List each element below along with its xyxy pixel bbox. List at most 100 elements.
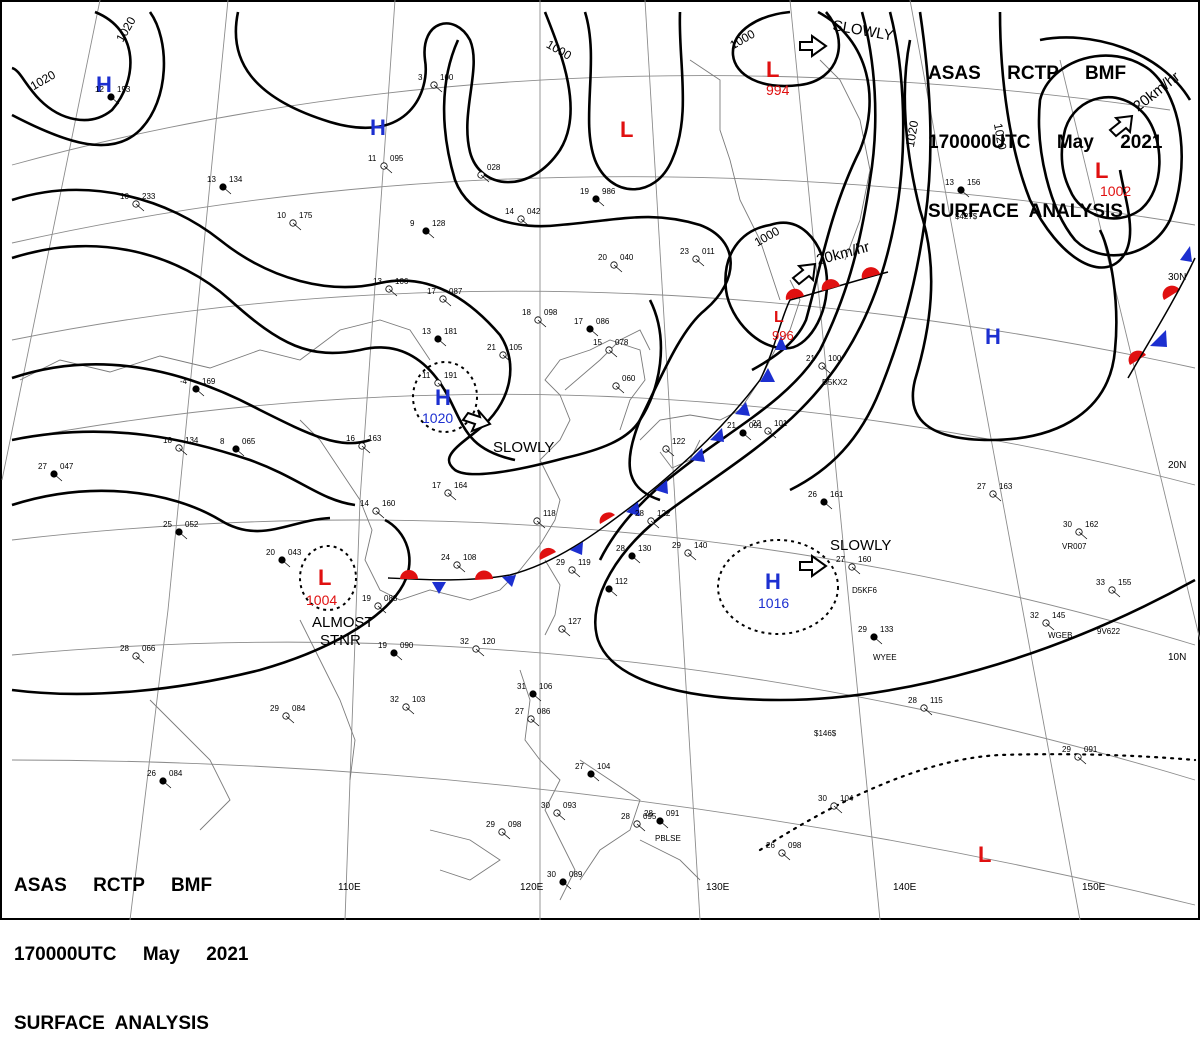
station-wind-barb [659, 820, 669, 829]
station-pressure: 160 [858, 555, 872, 564]
station-pressure: 052 [185, 520, 199, 529]
station-plot: 21 091 [727, 421, 763, 441]
station-temperature: 14 [360, 499, 369, 508]
second-front-line [1127, 257, 1196, 379]
station-temperature: 17 [432, 481, 441, 490]
station-wind-barb [437, 382, 447, 391]
movement-arrow-icon [1108, 114, 1134, 138]
station-temperature: 29 [672, 541, 681, 550]
warm-front-semicircle [785, 288, 804, 300]
station-wind-barb [1077, 756, 1087, 765]
station-pressure: 091 [1084, 745, 1098, 754]
station-plot: 060 [612, 374, 636, 394]
station-wind-barb [833, 805, 843, 814]
station-wind-barb [595, 198, 605, 207]
longitude-label: 150E [1082, 882, 1106, 893]
station-plot: 23 011 [680, 247, 715, 267]
station-plot: 13 134 [207, 175, 243, 195]
cold-front-triangle [690, 448, 705, 462]
dotted-closed-isobars [299, 361, 839, 635]
isobar [1060, 95, 1161, 220]
station-wind-barb [532, 693, 542, 702]
station-wind-barb [556, 812, 566, 821]
station-wind-barb [781, 852, 791, 861]
cold-front-triangle [1150, 330, 1167, 347]
station-temperature: 10 [120, 192, 129, 201]
station-wind-barb [162, 780, 172, 789]
station-wind-barb [636, 823, 646, 832]
station-pressure: 042 [527, 207, 541, 216]
header-line-title: SURFACE ANALYSIS [928, 201, 1123, 222]
station-temperature: 13 [207, 175, 216, 184]
station-wind-barb [851, 566, 861, 575]
station-plot: 13 106 [373, 277, 409, 297]
coastline [299, 619, 356, 781]
station-pressure: 093 [563, 801, 577, 810]
station-wind-barb [590, 773, 600, 782]
station-temperature: 3 [418, 73, 423, 82]
station-pressure: 078 [615, 338, 629, 347]
station-plot: 122 [662, 437, 686, 457]
station-wind-barb [992, 493, 1002, 502]
station-pressure: 047 [60, 462, 74, 471]
station-wind-barb [178, 447, 188, 456]
isobar [11, 244, 516, 462]
station-wind-barb [1045, 622, 1055, 631]
station-pressure: 181 [444, 327, 458, 336]
station-wind-barb [562, 881, 572, 890]
warm-front-semicircle [599, 512, 615, 524]
coastline [544, 559, 561, 636]
station-wind-barb [742, 432, 752, 441]
station-pressure: 098 [508, 820, 522, 829]
isobar-label: 1020 [903, 119, 921, 148]
coastlines [19, 59, 871, 901]
ship-id: $427$ [955, 212, 978, 221]
station-pressure: 103 [412, 695, 426, 704]
high-pressure-center-value: 1020 [422, 410, 453, 426]
station-pressure: 193 [117, 85, 131, 94]
station-temperature: 24 [441, 553, 450, 562]
low-pressure-center-value: 996 [772, 328, 794, 343]
station-temperature: 27 [977, 482, 986, 491]
station-temperature: 28 [644, 809, 653, 818]
station-wind-barb [393, 652, 403, 661]
station-temperature: 23 [680, 247, 689, 256]
station-wind-barb [456, 564, 466, 573]
station-wind-barb [480, 174, 490, 183]
isobars [11, 10, 1196, 702]
cold-front-triangle [735, 402, 750, 416]
station-wind-barb [135, 655, 145, 664]
station-pressure: 134 [185, 436, 199, 445]
station-pressure: 145 [1052, 611, 1066, 620]
station-wind-barb [135, 203, 145, 212]
low-pressure-center-symbol: L [1095, 158, 1108, 183]
latitude-label: 10N [1168, 652, 1186, 663]
isobar [11, 188, 663, 476]
station-wind-barb [292, 222, 302, 231]
coastline [579, 759, 641, 881]
ship-id: PBLSE [655, 834, 681, 843]
station-wind-barb [923, 707, 933, 716]
cold-front-triangle [775, 336, 787, 350]
station-wind-barb [222, 186, 232, 195]
isobar [1039, 36, 1192, 101]
station-pressure: 060 [622, 374, 636, 383]
station-plot: 32 103 [390, 695, 426, 715]
station-wind-barb [195, 388, 205, 397]
station-plot: 27 047 [38, 462, 74, 482]
parallel-line [11, 759, 1196, 906]
station-temperature: 19 [362, 594, 371, 603]
station-temperature: 17 [427, 287, 436, 296]
isobar [731, 10, 841, 88]
isobar [442, 39, 732, 502]
station-pressure: 112 [615, 577, 628, 586]
station-pressure: 066 [142, 644, 156, 653]
low-pressure-center-symbol: L [978, 842, 991, 867]
station-plot: 27 163 [977, 482, 1013, 502]
low-pressure-center-value: 1004 [306, 592, 337, 608]
station-wind-barb [650, 520, 660, 529]
station-temperature: 17 [574, 317, 583, 326]
station-pressure: 065 [242, 437, 256, 446]
dotted-isobar [299, 545, 357, 611]
pressure-centers: H H H 1020 L 1004 H 1016 L L 994 L 1002 … [96, 57, 1131, 867]
